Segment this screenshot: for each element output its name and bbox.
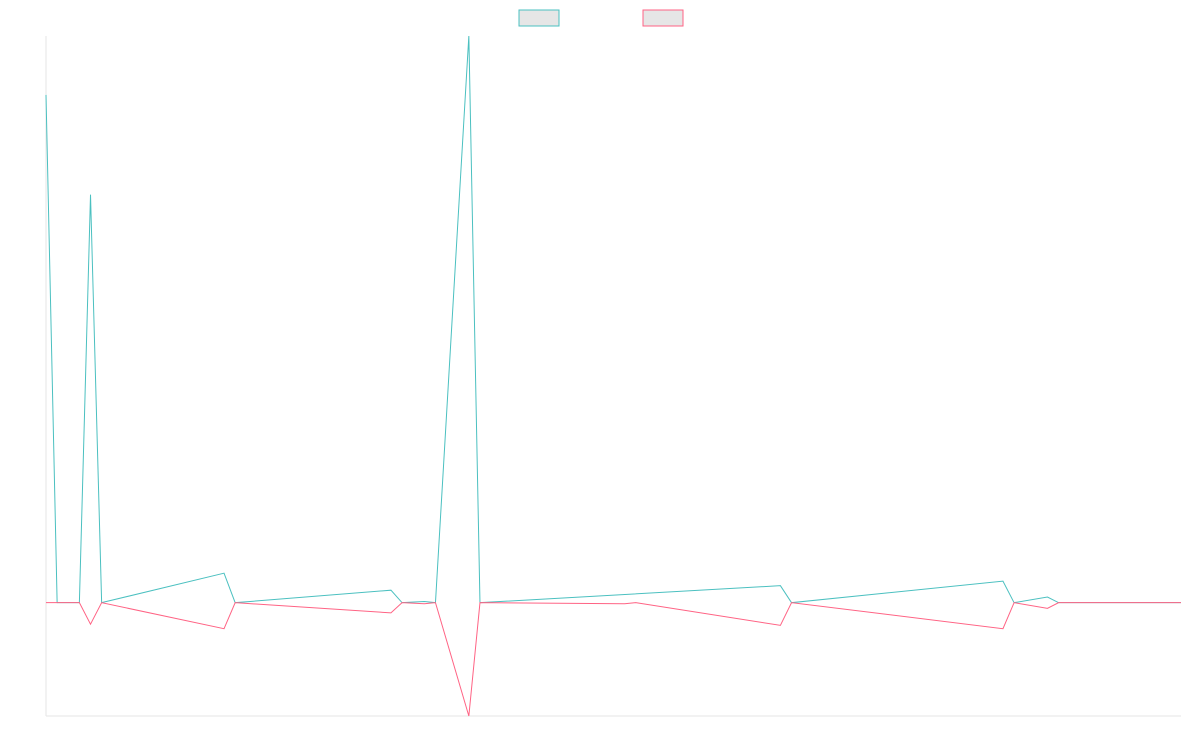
legend bbox=[518, 9, 684, 27]
legend-item-2[interactable] bbox=[642, 9, 684, 27]
legend-swatch-1[interactable] bbox=[518, 9, 560, 27]
legend-item-1[interactable] bbox=[518, 9, 560, 27]
series-1-line bbox=[45, 35, 1181, 604]
series-layer bbox=[45, 35, 1181, 717]
axes bbox=[45, 36, 1181, 717]
series-2-line bbox=[46, 602, 1181, 717]
legend-swatch-2[interactable] bbox=[642, 9, 684, 27]
